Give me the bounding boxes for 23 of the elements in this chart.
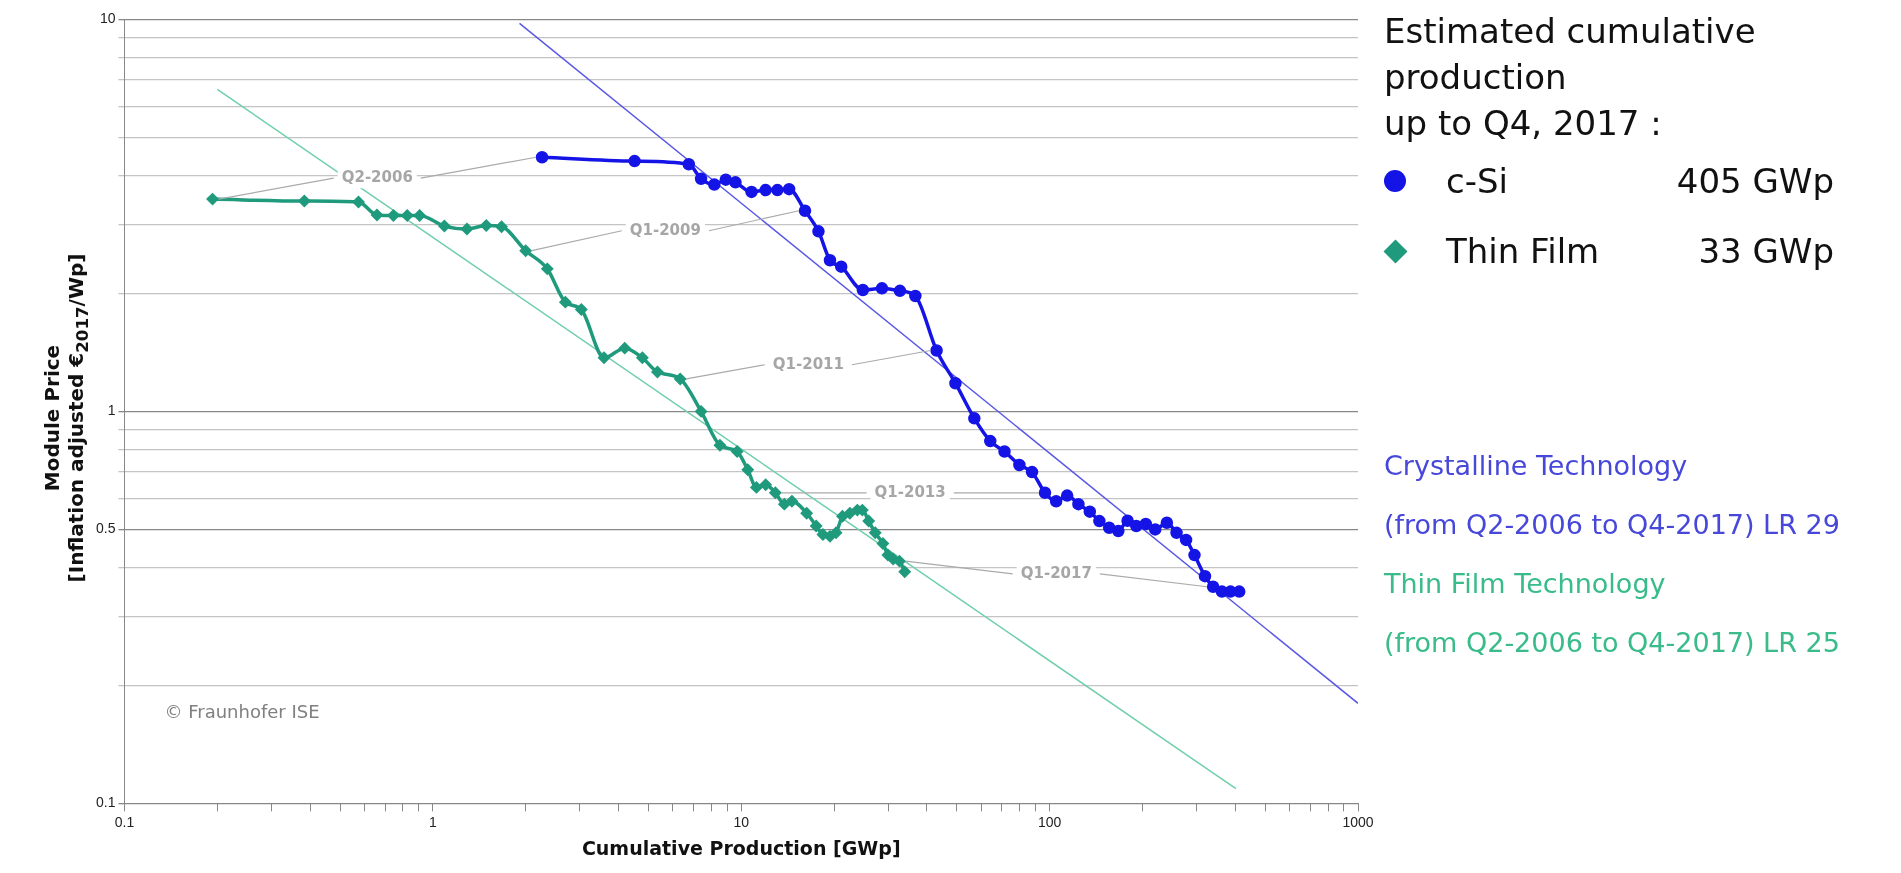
annotation: Q1-2017 <box>1020 563 1092 582</box>
legend-title: Estimated cumulative production up to Q4, 2017 : <box>1384 10 1757 145</box>
x-tick-label: 100 <box>1037 813 1062 830</box>
x-tick-label: 1 <box>428 813 437 830</box>
x-tick-label: 1000 <box>1342 813 1374 830</box>
y-tick-label: 0.5 <box>95 520 116 537</box>
text: Thin Film Technology (from Q2-2006 to Q4-2017) LR 25 <box>1384 567 1841 660</box>
annotation: Q1-2013 <box>874 482 946 501</box>
x-tick-label: 0.1 <box>114 813 135 830</box>
y-tick-label: 0.1 <box>95 794 116 811</box>
annotation: Q1-2009 <box>629 220 701 239</box>
text: Crystalline Technology (from Q2-2006 to Q4-2017) LR 29 <box>1384 449 1841 542</box>
text: 33 GWp <box>1698 231 1834 271</box>
x-tick-label: 10 <box>733 813 750 830</box>
annotation: Q1-2011 <box>772 354 844 373</box>
y-tick-label: 10 <box>99 10 116 27</box>
annotation: © Fraunhofer ISE <box>164 701 320 723</box>
text: 405 GWp <box>1676 161 1834 201</box>
x-axis-title: Cumulative Production [GWp] <box>581 836 901 859</box>
annotation: Q2-2006 <box>341 168 413 187</box>
legend-label: Thin Film <box>1446 231 1601 271</box>
y-tick-label: 1 <box>107 402 116 419</box>
legend-label: c-Si <box>1446 161 1509 201</box>
